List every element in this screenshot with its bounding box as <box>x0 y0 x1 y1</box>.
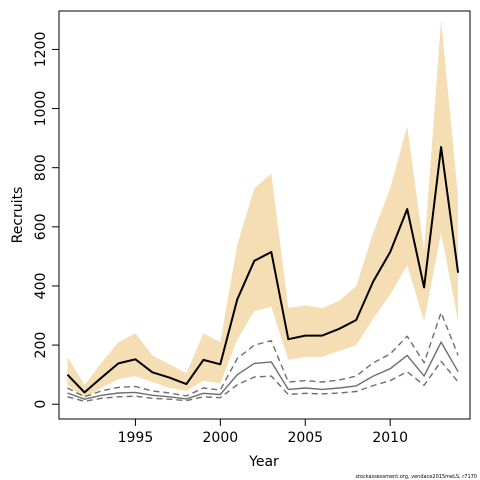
y-axis-label: Recruits <box>10 187 26 244</box>
x-axis: 1995 2000 2005 2010 <box>118 419 408 446</box>
y-tick-label: 200 <box>33 332 49 359</box>
x-tick-label: 2010 <box>372 430 408 446</box>
y-tick-label: 1000 <box>33 91 49 127</box>
y-tick-label: 800 <box>33 154 49 181</box>
x-tick-label: 2005 <box>287 430 323 446</box>
plot-frame <box>58 10 471 420</box>
y-tick-label: 1200 <box>33 32 49 68</box>
x-tick-label: 1995 <box>118 430 154 446</box>
series-line-secondary-estimate <box>67 341 459 400</box>
series-line-secondary-upper <box>67 311 459 398</box>
y-tick-label: 600 <box>33 213 49 240</box>
x-axis-label: Year <box>248 454 279 470</box>
series-line-estimate <box>66 146 460 394</box>
y-axis: 0 200 400 600 800 1000 1200 <box>33 32 59 409</box>
x-tick-label: 2000 <box>203 430 239 446</box>
y-tick-label: 0 <box>33 400 49 409</box>
y-tick-label: 400 <box>33 273 49 300</box>
plot-layer <box>66 19 460 402</box>
credit-watermark: stockassessment.org, vendace2015meLS, r7… <box>355 474 477 480</box>
series-line-secondary-lower <box>67 360 459 402</box>
confidence-band <box>67 19 459 399</box>
